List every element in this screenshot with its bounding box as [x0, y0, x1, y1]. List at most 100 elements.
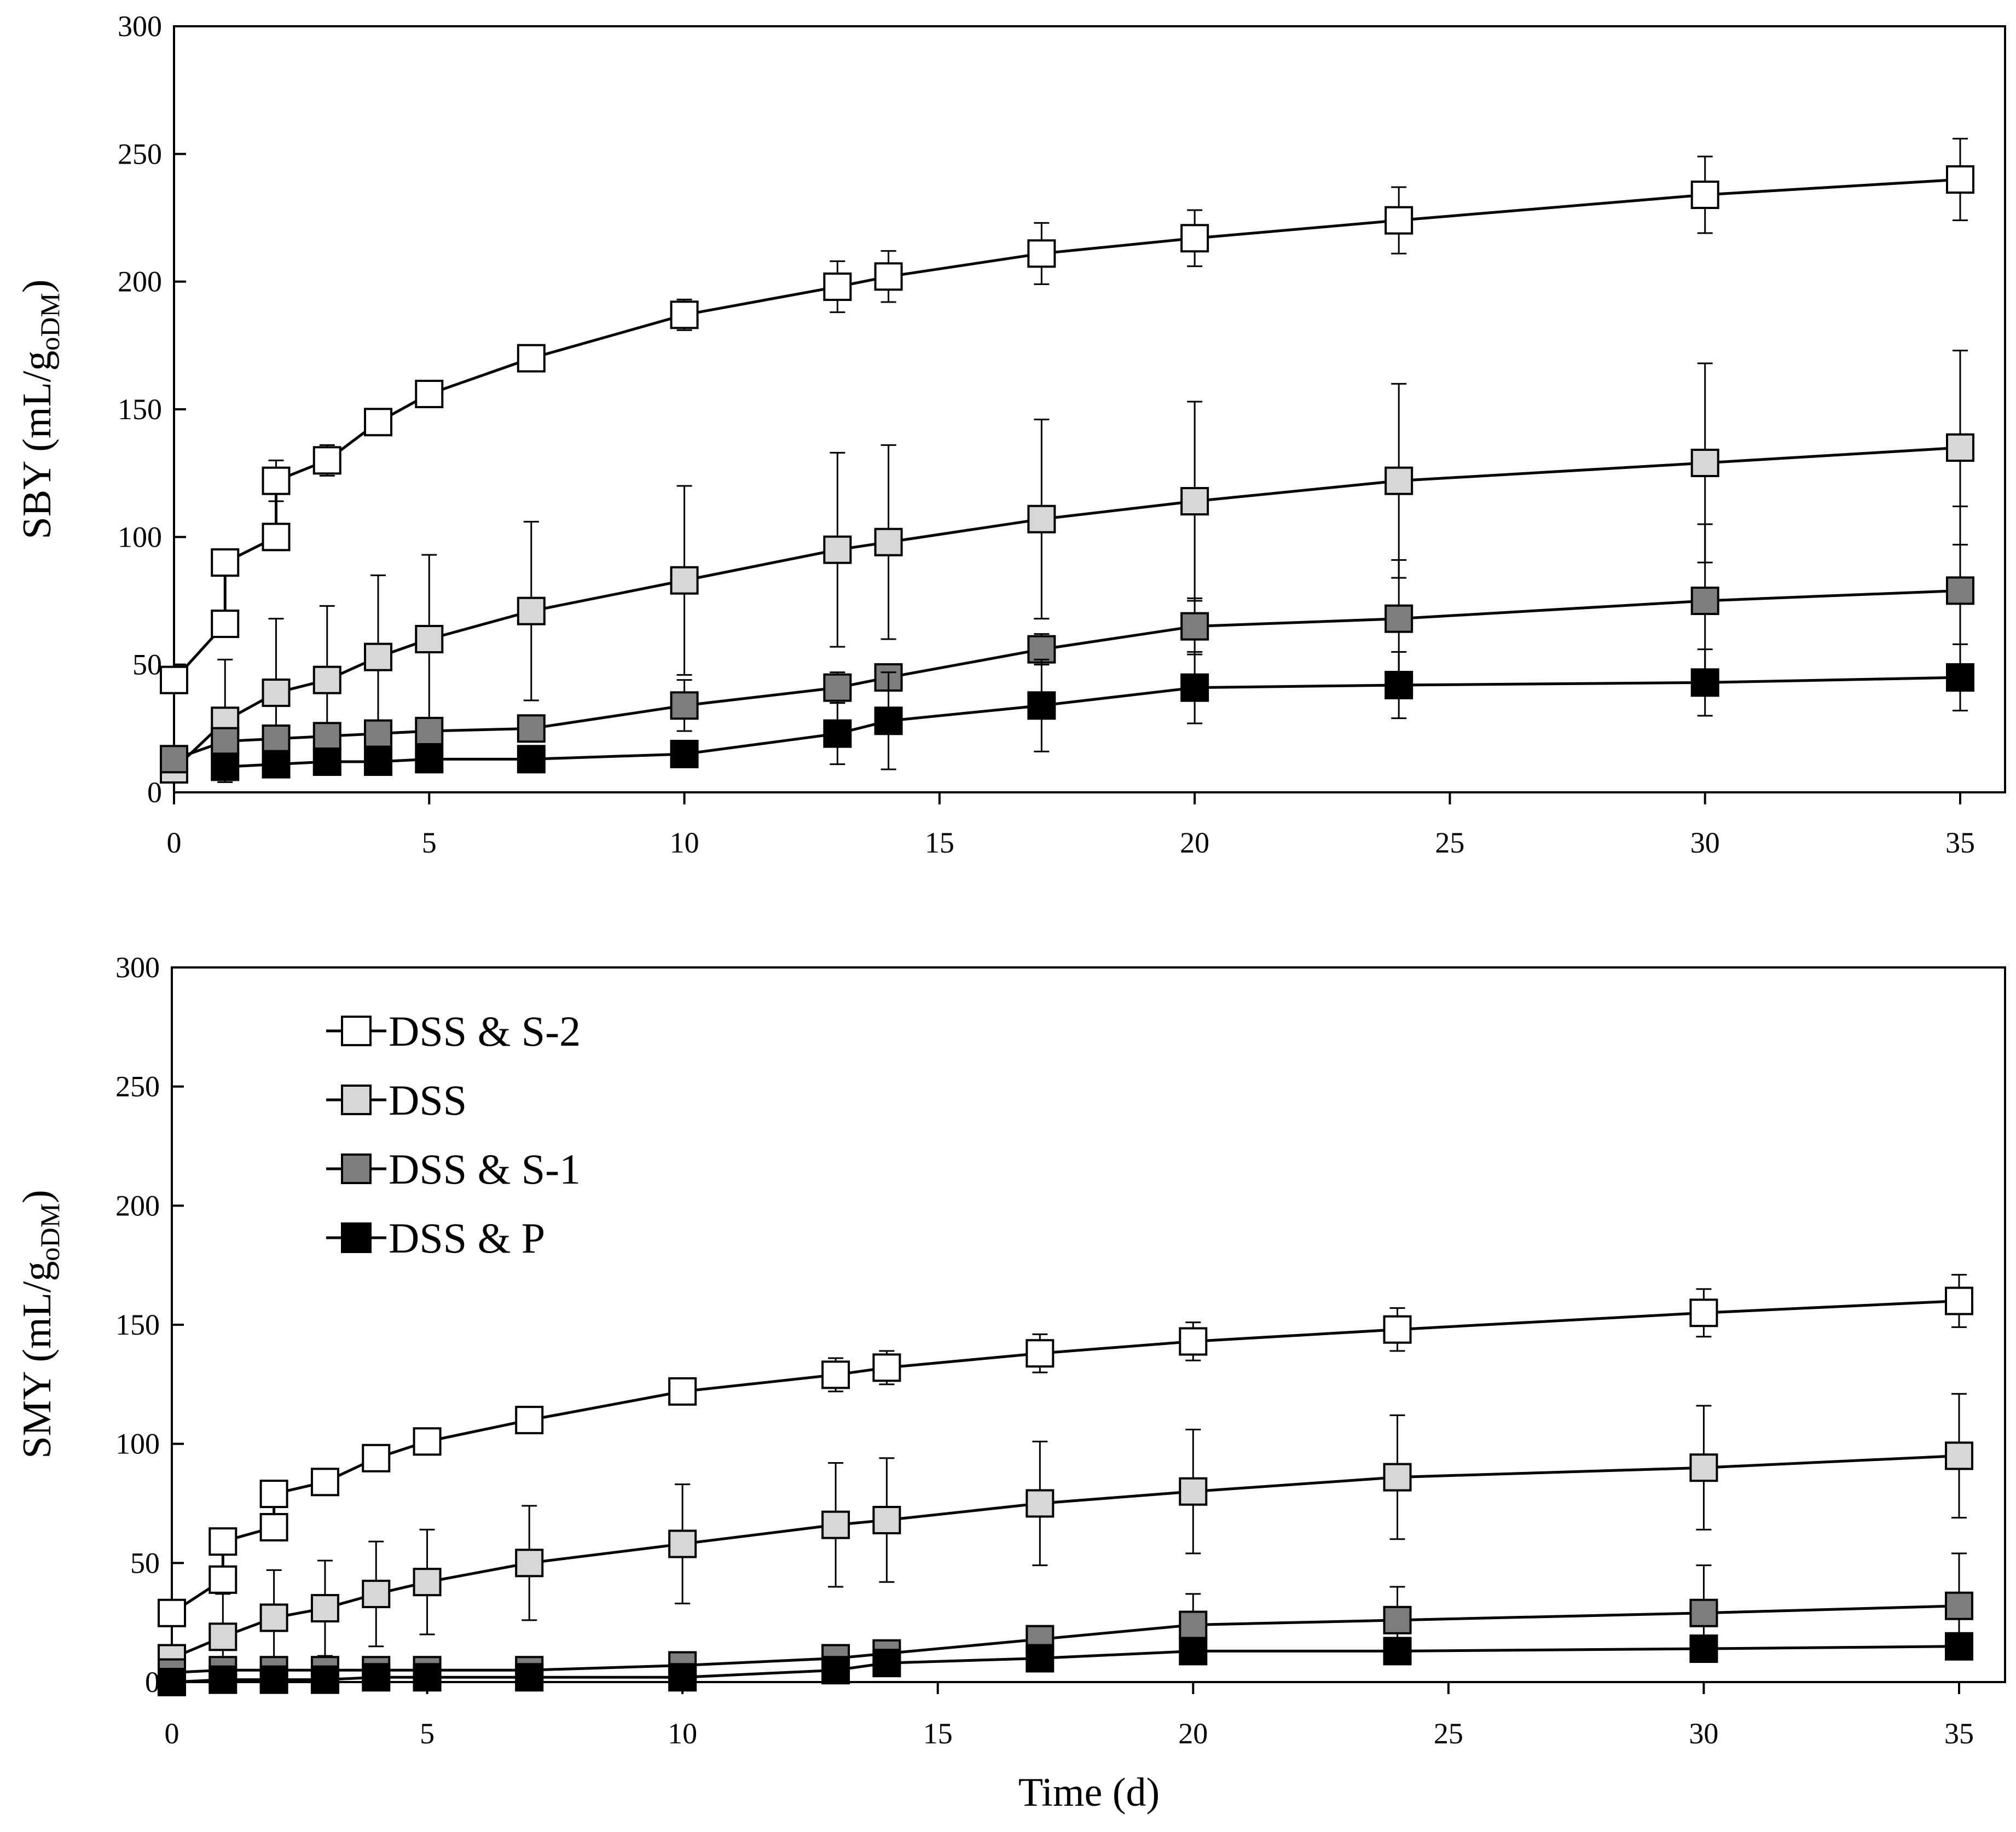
smy-point-dss	[515, 1549, 544, 1578]
smy-point-dss-and-p	[259, 1665, 288, 1694]
sby-y-tick-label: 0	[147, 776, 162, 809]
legend-label: DSS & S-1	[389, 1145, 581, 1193]
sby-point-dss-and-s-2	[1946, 165, 1974, 194]
sby-y-axis: 0 50 100 150 200 250 300	[118, 10, 186, 809]
sby-point-dss-and-s-2	[364, 408, 393, 437]
sby-point-dss	[262, 679, 291, 707]
legend-label: DSS	[389, 1076, 467, 1124]
smy-point-dss-and-p	[821, 1656, 850, 1685]
sby-point-dss-and-p	[823, 719, 852, 748]
legend-item-dss-and-s-2: DSS & S-2	[326, 1007, 581, 1055]
sby-point-dss-and-s-1	[517, 714, 546, 743]
smy-x-tick-label: 10	[668, 1717, 697, 1750]
sby-point-dss-and-p	[1027, 691, 1056, 720]
sby-x-axis: 0 5 10 15 20 25 30 35	[167, 792, 1975, 859]
sby-point-dss-and-s-1	[1384, 604, 1413, 633]
sby-point-dss-and-s-1	[670, 691, 699, 720]
sby-x-tick-label: 30	[1690, 826, 1720, 859]
sby-point-dss	[1690, 449, 1719, 477]
sby-series-dss-and-s-1	[160, 505, 1974, 774]
smy-y-tick-label: 100	[115, 1428, 160, 1460]
smy-point-dss-and-p	[515, 1663, 544, 1692]
smy-point-dss-and-p	[1026, 1644, 1055, 1673]
smy-point-dss	[1383, 1463, 1412, 1492]
sby-point-dss-and-s-1	[1946, 576, 1974, 605]
sby-point-dss-and-s-1	[1690, 587, 1719, 615]
sby-point-dss	[1180, 487, 1209, 515]
smy-point-dss-and-s-2	[821, 1360, 850, 1389]
smy-point-dss-and-s-2	[259, 1513, 288, 1542]
smy-point-dss	[1179, 1477, 1208, 1506]
smy-point-dss-and-s-2	[413, 1427, 442, 1456]
sby-point-dss	[874, 527, 903, 556]
sby-point-dss-and-s-2	[1027, 239, 1056, 268]
smy-point-dss-and-s-1	[1945, 1591, 1973, 1620]
sby-point-dss-and-s-2	[1384, 206, 1413, 235]
sby-point-dss-and-s-1	[262, 724, 291, 753]
sby-point-dss-and-s-2	[262, 523, 291, 552]
sby-point-dss	[517, 596, 546, 625]
sby-point-dss-and-p	[874, 706, 903, 735]
sby-point-dss	[1027, 505, 1056, 534]
sby-point-dss-and-s-1	[211, 727, 240, 756]
sby-point-dss-and-s-2	[1180, 224, 1209, 253]
legend-marker	[341, 1153, 372, 1184]
smy-y-axis: 0 50 100 150 200 250 300	[115, 951, 184, 1698]
sby-point-dss	[415, 625, 444, 653]
sby-point-dss-and-p	[262, 750, 291, 779]
smy-point-dss	[208, 1622, 237, 1651]
smy-y-tick-label: 200	[115, 1189, 160, 1222]
smy-y-tick-label: 50	[130, 1546, 160, 1579]
sby-point-dss-and-p	[1690, 668, 1719, 697]
smy-point-dss-and-s-2	[158, 1598, 186, 1627]
smy-point-dss-and-p	[1945, 1632, 1973, 1661]
sby-point-dss-and-p	[670, 740, 699, 768]
legend-label: DSS & S-2	[389, 1007, 581, 1055]
sby-point-dss	[312, 665, 341, 694]
sby-point-dss-and-s-2	[211, 610, 240, 638]
smy-y-tick-label: 300	[115, 951, 160, 984]
smy-point-dss-and-s-2	[362, 1443, 391, 1472]
smy-point-dss-and-s-2	[872, 1353, 901, 1382]
sby-point-dss-and-s-2	[823, 273, 852, 301]
sby-point-dss-and-p	[211, 752, 240, 781]
sby-point-dss-and-s-1	[1027, 635, 1056, 664]
legend-marker	[341, 1016, 372, 1046]
smy-point-dss-and-s-1	[1383, 1605, 1412, 1634]
sby-y-tick-label: 250	[118, 137, 162, 170]
smy-point-dss	[821, 1510, 850, 1539]
smy-point-dss	[872, 1505, 901, 1534]
sby-point-dss	[1946, 433, 1974, 462]
sby-y-tick-label: 100	[118, 520, 162, 553]
sby-point-dss-and-s-1	[415, 717, 444, 745]
sby-point-dss	[670, 566, 699, 595]
smy-x-tick-label: 25	[1434, 1717, 1463, 1750]
sby-series	[160, 137, 1974, 784]
legend-label: DSS & P	[389, 1214, 545, 1262]
smy-point-dss-and-s-2	[1383, 1315, 1412, 1344]
smy-y-tick-label: 150	[115, 1308, 160, 1341]
sby-point-dss-and-s-1	[823, 673, 852, 702]
sby-x-tick-label: 35	[1945, 826, 1975, 859]
sby-x-tick-label: 15	[925, 826, 954, 859]
smy-point-dss	[1945, 1441, 1973, 1470]
sby-point-dss-and-s-1	[1180, 612, 1209, 641]
smy-series	[158, 1274, 1973, 1696]
sby-point-dss-and-s-2	[517, 344, 546, 373]
sby-chart: 0 50 100 150 200 250 300 0 5 10 15 20 25 30 35 SBY (m…	[15, 10, 2006, 859]
smy-point-dss-and-s-2	[1945, 1286, 1973, 1315]
smy-point-dss-and-p	[413, 1663, 442, 1692]
smy-x-tick-label: 15	[923, 1717, 953, 1750]
legend-item-dss-and-s-1: DSS & S-1	[326, 1145, 581, 1193]
sby-point-dss-and-p	[312, 747, 341, 776]
sby-point-dss-and-p	[1180, 673, 1209, 702]
smy-series-dss-and-s-2	[158, 1274, 1973, 1627]
smy-point-dss-and-p	[362, 1663, 391, 1692]
legend-item-dss-and-p: DSS & P	[326, 1214, 545, 1262]
sby-point-dss	[823, 535, 852, 564]
sby-point-dss-and-s-2	[1690, 181, 1719, 209]
sby-x-tick-label: 5	[422, 826, 437, 859]
smy-y-tick-label: 250	[115, 1070, 160, 1103]
sby-x-tick-label: 20	[1180, 826, 1209, 859]
